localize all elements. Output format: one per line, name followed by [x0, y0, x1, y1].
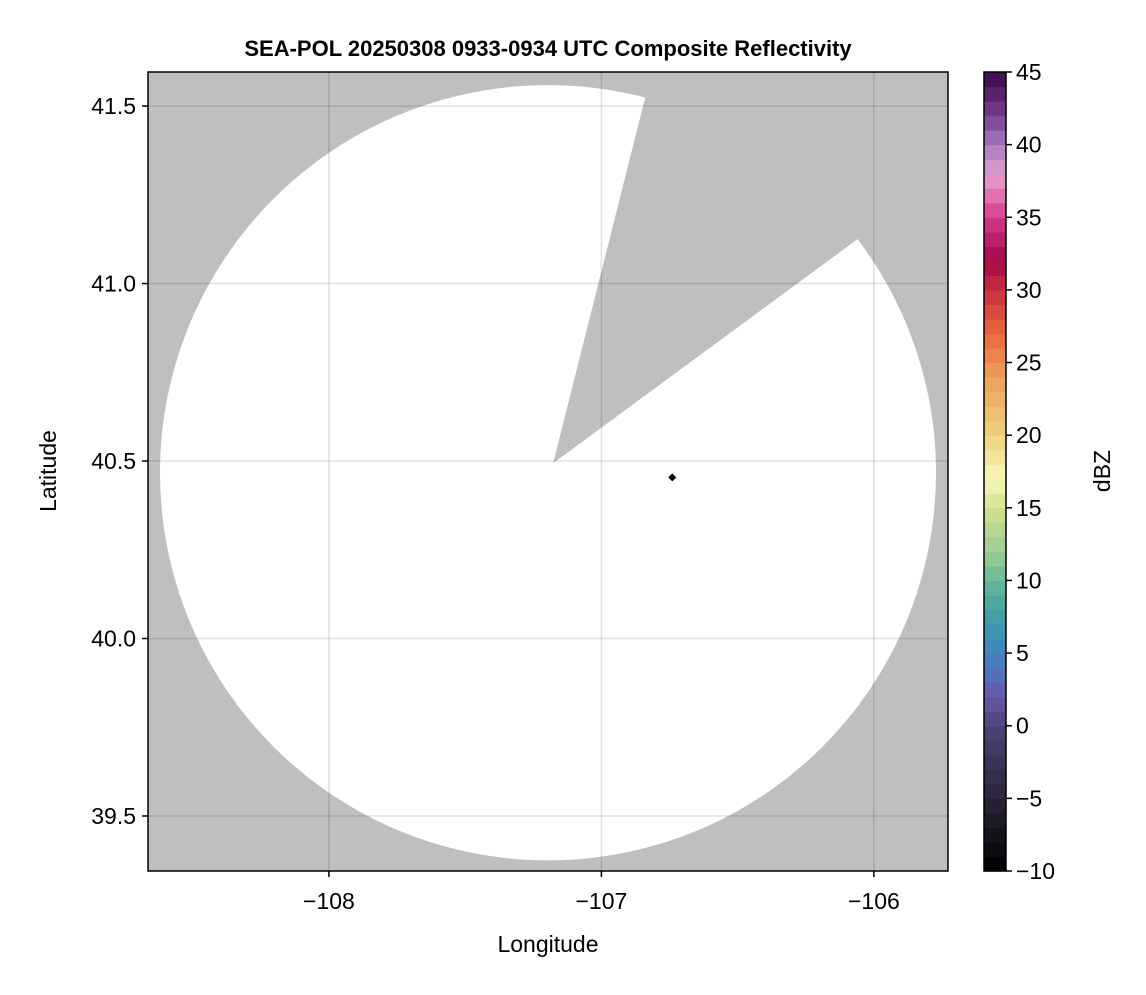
colorbar-bin [984, 348, 1006, 364]
colorbar-bin [984, 173, 1006, 189]
colorbar-bin [984, 711, 1006, 727]
colorbar-tick-label: 0 [1016, 713, 1029, 739]
y-axis-label: Latitude [35, 430, 61, 512]
y-tick-label: 41.0 [91, 271, 136, 297]
x-tick-label: −107 [575, 888, 627, 914]
colorbar-bin [984, 565, 1006, 582]
colorbar-tick-label: 25 [1016, 350, 1042, 376]
plot-area [148, 72, 948, 871]
colorbar-bin [984, 783, 1006, 799]
colorbar-bin [984, 827, 1006, 843]
colorbar-bin [984, 231, 1006, 247]
colorbar-frame [983, 71, 1007, 872]
y-tick-label: 40.5 [91, 448, 136, 474]
colorbar-bin [984, 304, 1006, 320]
colorbar: −10 −5 0 5 10 15 20 25 30 35 40 45 [983, 59, 1055, 884]
colorbar-tick-label: 45 [1016, 59, 1042, 85]
colorbar-tick-label: 35 [1016, 204, 1042, 230]
colorbar-bin [984, 202, 1006, 218]
colorbar-bin [984, 507, 1006, 523]
radar-site-marker [668, 473, 677, 482]
x-axis-label: Longitude [497, 931, 598, 957]
colorbar-bin [984, 435, 1006, 451]
colorbar-tick-label: 40 [1016, 132, 1042, 158]
colorbar-tick-label: −10 [1016, 858, 1055, 884]
colorbar-bin [984, 449, 1006, 465]
colorbar-tick-label: 15 [1016, 495, 1042, 521]
colorbar-tick-label: 20 [1016, 422, 1042, 448]
colorbar-bin [984, 115, 1006, 131]
colorbar-bin [984, 406, 1006, 422]
colorbar-tick-label: 5 [1016, 640, 1029, 666]
colorbar-bin [984, 188, 1006, 204]
x-tick-label: −106 [848, 888, 900, 914]
colorbar-bin [984, 144, 1006, 160]
colorbar-bin [984, 130, 1006, 146]
colorbar-tick-label: 30 [1016, 277, 1042, 303]
colorbar-bin [984, 420, 1006, 436]
plot-frame [147, 71, 949, 872]
colorbar-bin [984, 594, 1006, 611]
colorbar-bin [984, 464, 1006, 480]
colorbar-bin [984, 246, 1006, 262]
y-axis: 39.5 40.0 40.5 41.0 41.5 [91, 93, 148, 829]
colorbar-bin [984, 260, 1006, 276]
colorbar-bin [984, 522, 1006, 538]
colorbar-bin [984, 275, 1006, 291]
colorbar-bin [984, 638, 1006, 654]
y-tick-label: 40.0 [91, 626, 136, 652]
colorbar-bin [984, 159, 1006, 175]
x-tick-label: −108 [303, 888, 355, 914]
colorbar-bin [984, 362, 1006, 378]
colorbar-bin [984, 812, 1006, 829]
colorbar-bin [984, 856, 1006, 872]
colorbar-bin [984, 289, 1006, 306]
colorbar-bin [984, 377, 1006, 393]
colorbar-bin [984, 318, 1006, 335]
colorbar-tick-label: 10 [1016, 567, 1042, 593]
colorbar-bin [984, 682, 1006, 698]
colorbar-bin [984, 493, 1006, 509]
colorbar-bin [984, 624, 1006, 640]
colorbar-bin [984, 333, 1006, 349]
colorbar-bin [984, 798, 1006, 814]
grid-lines [148, 72, 948, 871]
blocked-sector [553, 72, 948, 464]
colorbar-bin [984, 609, 1006, 625]
colorbar-bin [984, 478, 1006, 494]
colorbar-bin [984, 769, 1006, 785]
colorbar-bin [984, 653, 1006, 669]
x-axis: −108 −107 −106 [303, 871, 900, 914]
colorbar-bin [984, 725, 1006, 741]
colorbar-bin [984, 580, 1006, 596]
colorbar-bin [984, 101, 1006, 117]
colorbar-bin [984, 217, 1006, 233]
colorbar-bin [984, 536, 1006, 552]
colorbar-label: dBZ [1089, 450, 1115, 492]
colorbar-bin [984, 72, 1006, 88]
colorbar-bin [984, 841, 1006, 858]
y-tick-label: 39.5 [91, 803, 136, 829]
colorbar-bin [984, 86, 1006, 102]
y-tick-label: 41.5 [91, 93, 136, 119]
colorbar-bin [984, 667, 1006, 683]
colorbar-tick-label: −5 [1016, 785, 1042, 811]
colorbar-bin [984, 754, 1006, 770]
chart-title: SEA-POL 20250308 0933-0934 UTC Composite… [244, 36, 852, 61]
colorbar-bin [984, 391, 1006, 407]
colorbar-bin [984, 740, 1006, 756]
colorbar-bin [984, 696, 1006, 712]
colorbar-bin [984, 551, 1006, 567]
